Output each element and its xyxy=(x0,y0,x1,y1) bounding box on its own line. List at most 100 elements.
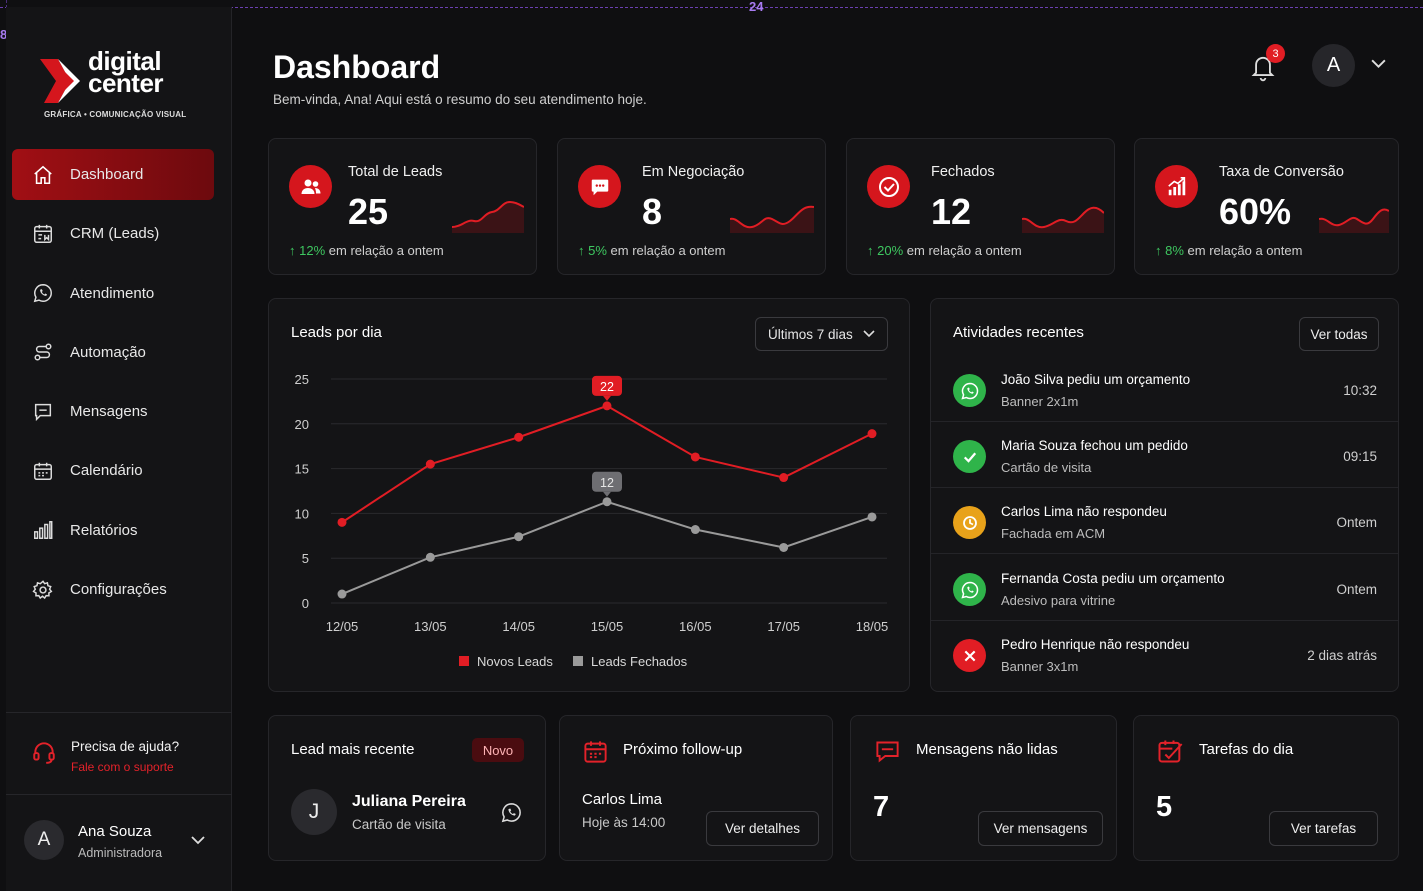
data-point xyxy=(425,459,435,469)
series-line-leads-fechados xyxy=(341,500,873,595)
users-icon xyxy=(289,165,332,208)
message-icon xyxy=(876,741,899,763)
data-label-bubble xyxy=(592,375,622,396)
data-point xyxy=(514,532,524,542)
brand-name-line1: digital xyxy=(88,46,162,76)
avatar[interactable]: A xyxy=(1312,44,1355,87)
leads-chart-card: Leads por dia Últimos 7 dias 0 5 10 15 20 25 1… xyxy=(268,298,910,692)
sidebar-item-label: Relatórios xyxy=(70,521,138,539)
activity-subtitle: Fachada em ACM xyxy=(1001,526,1106,541)
data-point xyxy=(779,542,789,552)
data-point xyxy=(602,497,612,507)
activity-item[interactable]: Fernanda Costa pediu um orçamento Adesivo… xyxy=(931,555,1398,621)
message-icon xyxy=(32,401,54,423)
sidebar-item-configuracoes[interactable]: Configurações xyxy=(12,564,214,615)
stat-value: 12 xyxy=(931,191,972,232)
view-all-button[interactable]: Ver todas xyxy=(1299,317,1379,351)
view-messages-button[interactable]: Ver mensagens xyxy=(978,811,1103,846)
data-point xyxy=(867,429,877,439)
activity-title: Pedro Henrique não respondeu xyxy=(1001,637,1190,652)
sidebar-item-label: Calendário xyxy=(70,462,143,480)
user-profile[interactable]: A Ana Souza Administradora xyxy=(6,794,232,891)
sidebar-item-automacao[interactable]: Automação xyxy=(12,327,214,378)
data-point xyxy=(779,473,789,483)
sidebar-item-label: Configurações xyxy=(70,581,167,599)
date-range-select[interactable]: Últimos 7 dias xyxy=(755,317,888,351)
data-point xyxy=(690,525,700,535)
sidebar-item-mensagens[interactable]: Mensagens xyxy=(12,386,214,437)
sidebar-item-dashboard[interactable]: Dashboard xyxy=(12,149,214,200)
support-link[interactable]: Fale com o suporte xyxy=(71,760,174,774)
sparkline-chart xyxy=(730,205,814,233)
data-label-pointer xyxy=(603,395,611,401)
headset-icon xyxy=(33,742,55,764)
followup-title: Próximo follow-up xyxy=(623,741,743,758)
calendar-icon xyxy=(584,741,607,763)
chart-title: Leads por dia xyxy=(291,324,382,341)
activity-item[interactable]: Pedro Henrique não respondeu Banner 3x1m 2… xyxy=(931,621,1398,687)
home-icon xyxy=(32,164,54,186)
gear-icon xyxy=(32,579,54,601)
chevron-down-icon[interactable] xyxy=(190,835,206,845)
followup-when: Hoje às 14:00 xyxy=(582,815,666,830)
view-details-button[interactable]: Ver detalhes xyxy=(706,811,819,846)
bell-icon[interactable] xyxy=(1249,52,1277,82)
sparkline-chart xyxy=(1319,208,1389,233)
activity-item[interactable]: Carlos Lima não respondeu Fachada em ACM O… xyxy=(931,488,1398,554)
sidebar-item-relatorios[interactable]: Relatórios xyxy=(12,505,214,556)
data-label: 12 xyxy=(600,476,614,490)
chevron-down-icon[interactable] xyxy=(1370,58,1387,69)
unread-messages-card: Mensagens não lidas 7 Ver mensagens xyxy=(850,715,1117,861)
tasks-count: 5 xyxy=(1156,791,1173,823)
stat-value: 8 xyxy=(642,191,663,232)
whatsapp-icon[interactable] xyxy=(500,801,523,824)
sidebar-item-calendario[interactable]: Calendário xyxy=(12,445,214,496)
activity-time: Ontem xyxy=(1336,582,1377,597)
x-tick-label: 18/05 xyxy=(856,619,889,634)
task-calendar-icon xyxy=(1158,740,1183,763)
activity-status-clock-icon xyxy=(953,506,986,539)
legend-label: Novos Leads xyxy=(477,654,553,669)
view-tasks-button[interactable]: Ver tarefas xyxy=(1269,811,1378,846)
sidebar-item-crm[interactable]: CRM (Leads) xyxy=(12,208,214,259)
data-point xyxy=(690,452,700,462)
line-chart: 0 5 10 15 20 25 12/05 13/05 14/05 15/05 16/05 17/05… xyxy=(295,372,889,669)
chevron-down-icon xyxy=(863,330,875,338)
activity-time: Ontem xyxy=(1336,515,1377,530)
guide-label-top: 24 xyxy=(749,0,764,14)
activity-title: Maria Souza fechou um pedido xyxy=(1001,438,1188,453)
x-tick-label: 15/05 xyxy=(591,619,624,634)
data-point xyxy=(337,517,347,527)
legend-swatch xyxy=(573,656,583,666)
stat-card-total-leads: Total de Leads 25 ↑ 12% em relação a ont… xyxy=(268,138,537,275)
sidebar-item-label: CRM (Leads) xyxy=(70,225,160,243)
activity-title: Fernanda Costa pediu um orçamento xyxy=(1001,571,1225,586)
user-name: Ana Souza xyxy=(78,823,152,840)
stat-value: 25 xyxy=(348,191,389,232)
activity-item[interactable]: Maria Souza fechou um pedido Cartão de vi… xyxy=(931,422,1398,488)
growth-icon xyxy=(1155,165,1198,208)
notification-badge: 3 xyxy=(1266,44,1285,63)
date-range-value: Últimos 7 dias xyxy=(768,326,853,342)
followup-card: Próximo follow-up Carlos Lima Hoje às 14… xyxy=(559,715,833,861)
page-subtitle: Bem-vinda, Ana! Aqui está o resumo do se… xyxy=(273,92,647,107)
brand-name-line2: center xyxy=(88,68,164,98)
activity-item[interactable]: João Silva pediu um orçamento Banner 2x1m… xyxy=(931,356,1398,422)
sidebar-item-atendimento[interactable]: Atendimento xyxy=(12,268,214,319)
legend-label: Leads Fechados xyxy=(591,654,688,669)
brand-logo[interactable]: digital center GRÁFICA • COMUNICAÇÃO VIS… xyxy=(36,47,206,127)
stat-value: 60% xyxy=(1219,191,1292,232)
stat-label: Em Negociação xyxy=(642,164,745,180)
sparkline-chart xyxy=(452,200,524,233)
unread-title: Mensagens não lidas xyxy=(916,741,1058,758)
stat-trend: ↑ 8% em relação a ontem xyxy=(1155,243,1303,258)
activity-subtitle: Banner 2x1m xyxy=(1001,394,1079,409)
calendar-icon xyxy=(32,460,54,482)
y-tick-label: 0 xyxy=(302,596,309,611)
activity-subtitle: Cartão de visita xyxy=(1001,460,1092,475)
lead-product: Cartão de visita xyxy=(352,817,446,832)
activity-time: 10:32 xyxy=(1343,383,1377,398)
tasks-card: Tarefas do dia 5 Ver tarefas xyxy=(1133,715,1399,861)
recent-lead-title: Lead mais recente xyxy=(291,741,415,758)
stat-label: Total de Leads xyxy=(348,164,443,180)
